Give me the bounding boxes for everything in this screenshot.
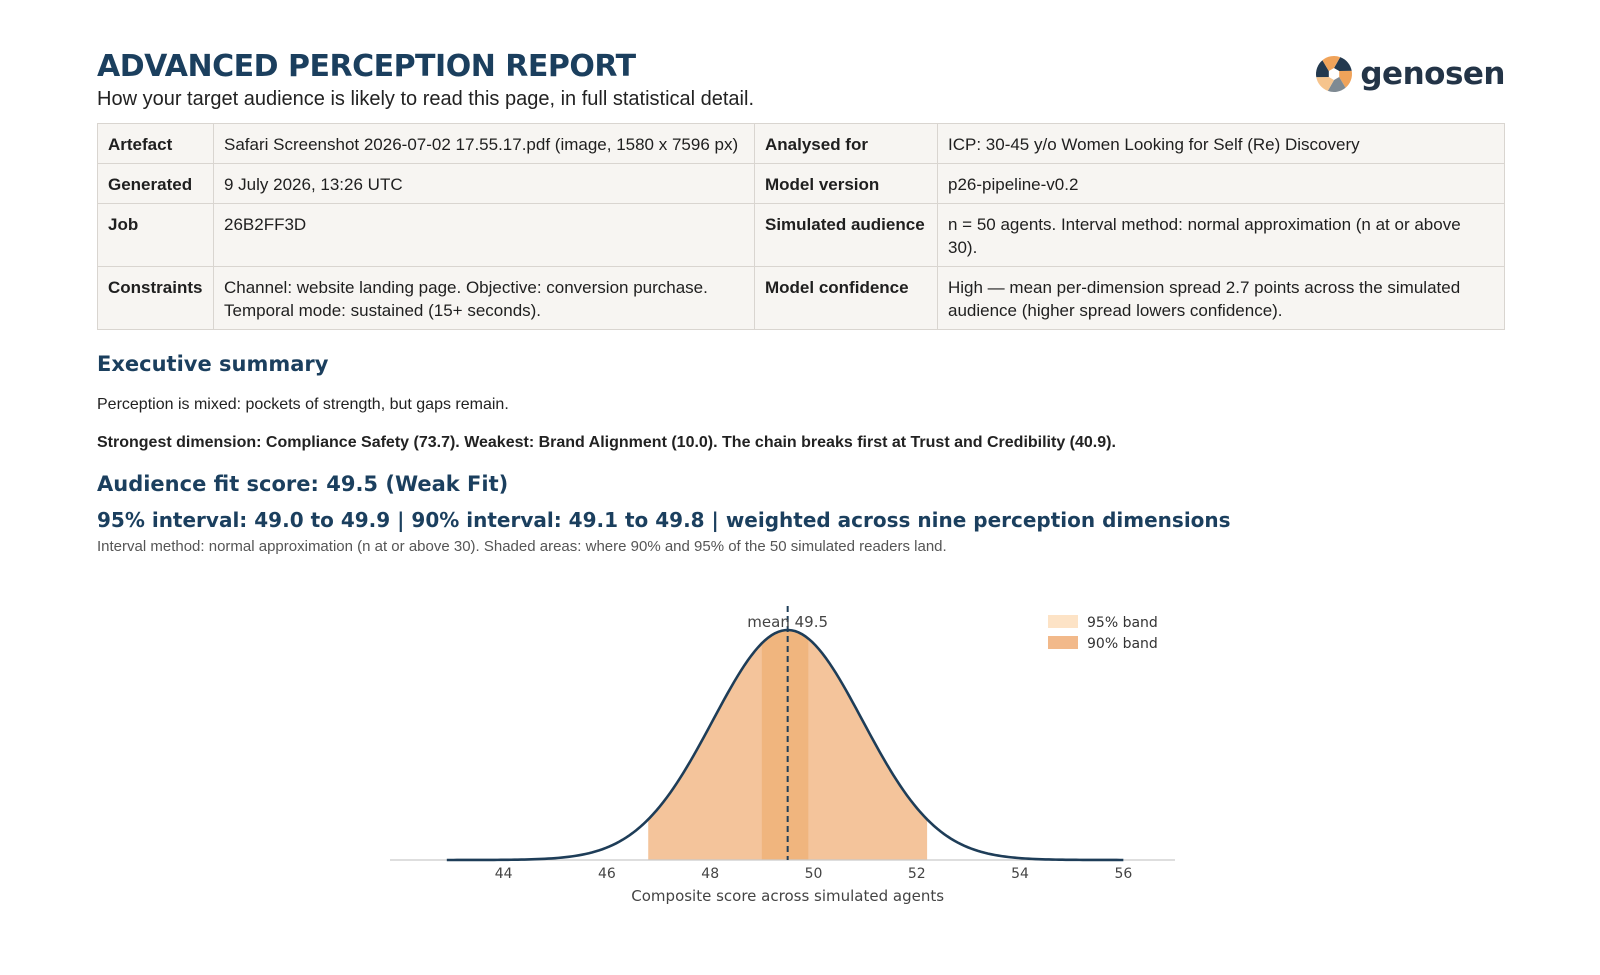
distribution-curve <box>446 628 1124 862</box>
metadata-value: 9 July 2026, 13:26 UTC <box>213 162 755 204</box>
report-title: ADVANCED PERCEPTION REPORT <box>97 49 636 84</box>
mean-label: mean 49.5 <box>747 613 828 631</box>
metadata-key: Model version <box>754 162 938 204</box>
x-tick-label: 54 <box>1011 866 1029 882</box>
metadata-key: Simulated audience <box>754 202 938 267</box>
audience-fit-score: Audience fit score: 49.5 (Weak Fit) <box>97 471 509 496</box>
brand-logo: genosen <box>1314 54 1505 94</box>
report-page: ADVANCED PERCEPTION REPORT How your targ… <box>97 48 1505 555</box>
metadata-key: Model confidence <box>754 265 938 330</box>
logo-blade <box>1334 57 1353 71</box>
metadata-row: Generated 9 July 2026, 13:26 UTC Model ver… <box>97 162 1505 204</box>
metadata-value: Channel: website landing page. Objective… <box>213 265 755 330</box>
metadata-row: Artefact Safari Screenshot 2026-07-02 17.… <box>97 122 1505 164</box>
aperture-logo-icon <box>1316 56 1353 92</box>
metadata-key: Job <box>97 202 214 267</box>
band-area-90 <box>761 630 809 860</box>
legend-swatch <box>1048 615 1078 628</box>
logo-blade <box>1316 77 1335 91</box>
score-distribution-chart: mean 49.5 44 46 48 50 52 54 56 Composite score a… <box>390 606 1175 905</box>
x-tick-label: 46 <box>598 866 616 882</box>
summary-dimensions: Strongest dimension: Compliance Safety (… <box>97 433 1116 451</box>
x-tick-label: 56 <box>1114 866 1132 882</box>
legend-label: 95% band <box>1087 615 1158 631</box>
metadata-value: p26-pipeline-v0.2 <box>937 162 1505 204</box>
legend-swatch <box>1048 636 1078 649</box>
metadata-key: Constraints <box>97 265 214 330</box>
metadata-key: Generated <box>97 162 214 204</box>
logo-blade <box>1322 56 1341 71</box>
x-axis-label: Composite score across simulated agents <box>631 887 944 905</box>
x-tick-label: 50 <box>805 866 823 882</box>
executive-summary-heading: Executive summary <box>97 351 329 376</box>
metadata-key: Artefact <box>97 122 214 164</box>
metadata-table: Artefact Safari Screenshot 2026-07-02 17.… <box>97 122 1505 330</box>
x-tick-label: 44 <box>495 866 513 882</box>
brand-name: genosen <box>1360 56 1505 92</box>
metadata-key: Analysed for <box>754 122 938 164</box>
metadata-value: 26B2FF3D <box>213 202 755 267</box>
metadata-row: Job 26B2FF3D Simulated audience n = 50 agen… <box>97 202 1505 267</box>
metadata-row: Constraints Channel: website landing page… <box>97 265 1505 330</box>
logo-blade <box>1328 77 1346 92</box>
metadata-value: Safari Screenshot 2026-07-02 17.55.17.pd… <box>213 122 755 164</box>
interval-summary: 95% interval: 49.0 to 49.9 | 90% interva… <box>97 507 1231 532</box>
x-tick-label: 48 <box>701 866 719 882</box>
legend-label: 90% band <box>1087 636 1158 652</box>
summary-text: Perception is mixed: pockets of strength… <box>97 395 509 413</box>
x-tick-label: 52 <box>908 866 926 882</box>
metadata-value: High — mean per-dimension spread 2.7 poi… <box>937 265 1505 330</box>
logo-blade <box>1316 60 1330 78</box>
report-subtitle: How your target audience is likely to re… <box>97 87 755 110</box>
logo-blade <box>1339 70 1353 88</box>
interval-method-note: Interval method: normal approximation (n… <box>97 537 947 555</box>
metadata-value: ICP: 30-45 y/o Women Looking for Self (R… <box>937 122 1505 164</box>
metadata-value: n = 50 agents. Interval method: normal a… <box>937 202 1505 267</box>
